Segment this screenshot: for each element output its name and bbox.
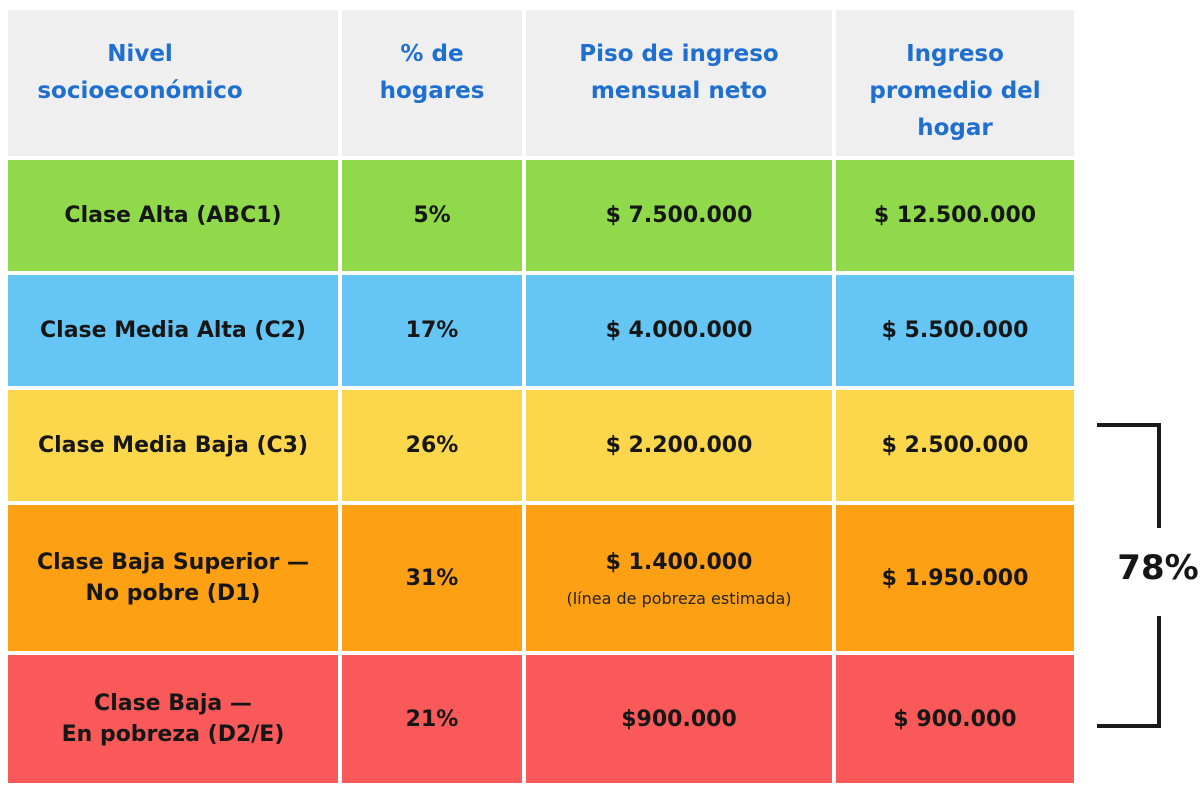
header-nivel-label: Nivel socioeconómico: [37, 41, 243, 104]
header-pct: % de hogares: [342, 10, 522, 156]
row-0-floor: $ 7.500.000: [605, 203, 753, 228]
row-1-pct: 17%: [405, 318, 459, 343]
row-1-label-cell: Clase Media Alta (C2): [8, 275, 338, 386]
header-floor: Piso de ingreso mensual neto: [526, 10, 832, 156]
header-floor-label: Piso de ingreso mensual neto: [579, 41, 779, 104]
bracket-top: [1097, 423, 1161, 528]
row-4-avg-cell: $ 900.000: [836, 655, 1074, 783]
row-3-avg-cell: $ 1.950.000: [836, 505, 1074, 651]
row-4-avg: $ 900.000: [893, 706, 1017, 732]
row-1-floor: $ 4.000.000: [605, 318, 753, 343]
bracket-total-label: 78%: [1117, 548, 1199, 588]
row-2-floor: $ 2.200.000: [605, 433, 753, 458]
row-0-avg: $ 12.500.000: [873, 203, 1037, 228]
income-table: Nivel socioeconómico % de hogares Piso d…: [8, 10, 1074, 783]
row-1-avg: $ 5.500.000: [881, 318, 1029, 343]
header-avg: Ingreso promedio del hogar: [836, 10, 1074, 156]
row-4-pct: 21%: [405, 706, 459, 732]
row-3-pct-cell: 31%: [342, 505, 522, 651]
row-3-avg: $ 1.950.000: [881, 565, 1029, 591]
row-3-floor: $ 1.400.000: [605, 549, 753, 575]
row-4-label-cell: Clase Baja — En pobreza (D2/E): [8, 655, 338, 783]
header-nivel: Nivel socioeconómico: [8, 10, 338, 156]
row-1-avg-cell: $ 5.500.000: [836, 275, 1074, 386]
row-3-floor-note: (línea de pobreza estimada): [566, 588, 792, 608]
row-0-floor-cell: $ 7.500.000: [526, 160, 832, 271]
row-0-label-cell: Clase Alta (ABC1): [8, 160, 338, 271]
bracket-bottom: [1097, 616, 1161, 728]
row-3-label-cell: Clase Baja Superior — No pobre (D1): [8, 505, 338, 651]
row-2-avg: $ 2.500.000: [881, 433, 1029, 458]
row-3-label: Clase Baja Superior — No pobre (D1): [36, 550, 310, 606]
row-4-pct-cell: 21%: [342, 655, 522, 783]
row-2-floor-cell: $ 2.200.000: [526, 390, 832, 501]
row-0-avg-cell: $ 12.500.000: [836, 160, 1074, 271]
header-pct-label: % de hogares: [379, 41, 485, 104]
row-1-label: Clase Media Alta (C2): [40, 318, 306, 343]
row-0-label: Clase Alta (ABC1): [64, 203, 282, 228]
row-4-floor: $900.000: [621, 706, 737, 732]
row-2-label: Clase Media Baja (C3): [37, 433, 309, 458]
row-2-pct-cell: 26%: [342, 390, 522, 501]
row-0-pct-cell: 5%: [342, 160, 522, 271]
row-4-floor-cell: $900.000: [526, 655, 832, 783]
row-3-floor-cell: $ 1.400.000 (línea de pobreza estimada): [526, 505, 832, 651]
row-4-label: Clase Baja — En pobreza (D2/E): [61, 691, 285, 747]
row-3-pct: 31%: [405, 565, 459, 591]
row-2-pct: 26%: [405, 433, 459, 458]
row-0-pct: 5%: [413, 203, 451, 228]
header-avg-label: Ingreso promedio del hogar: [869, 41, 1041, 141]
row-2-label-cell: Clase Media Baja (C3): [8, 390, 338, 501]
row-1-pct-cell: 17%: [342, 275, 522, 386]
row-2-avg-cell: $ 2.500.000: [836, 390, 1074, 501]
row-1-floor-cell: $ 4.000.000: [526, 275, 832, 386]
